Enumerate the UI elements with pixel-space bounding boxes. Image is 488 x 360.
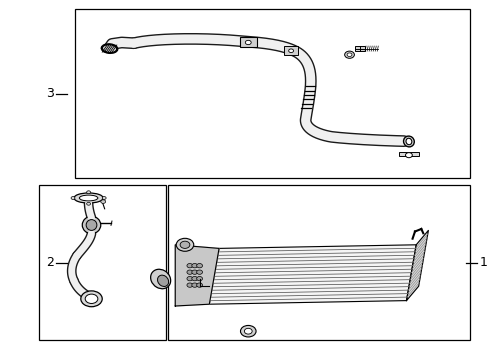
Ellipse shape — [79, 195, 98, 201]
Ellipse shape — [86, 220, 97, 230]
Circle shape — [186, 264, 192, 268]
Ellipse shape — [74, 193, 103, 203]
Bar — [398, 152, 418, 156]
Ellipse shape — [403, 136, 413, 147]
Ellipse shape — [150, 269, 170, 289]
Circle shape — [191, 270, 197, 274]
Circle shape — [176, 238, 193, 251]
Circle shape — [86, 202, 90, 205]
Circle shape — [405, 153, 411, 158]
Circle shape — [346, 53, 351, 57]
Circle shape — [186, 270, 192, 274]
Circle shape — [191, 283, 197, 287]
Ellipse shape — [157, 275, 168, 287]
Bar — [239, 37, 257, 47]
Circle shape — [196, 283, 202, 287]
Circle shape — [86, 191, 90, 194]
Text: 3: 3 — [45, 87, 54, 100]
Circle shape — [81, 291, 102, 307]
Circle shape — [196, 276, 202, 281]
Ellipse shape — [102, 45, 117, 53]
Circle shape — [71, 197, 75, 199]
Circle shape — [244, 328, 252, 334]
Circle shape — [191, 264, 197, 268]
Bar — [167, 185, 469, 340]
Circle shape — [191, 276, 197, 281]
Bar — [75, 9, 469, 178]
Polygon shape — [406, 230, 427, 301]
Circle shape — [186, 283, 192, 287]
Bar — [355, 46, 365, 51]
Circle shape — [186, 276, 192, 281]
Circle shape — [180, 241, 189, 248]
Circle shape — [344, 51, 354, 58]
Circle shape — [196, 270, 202, 274]
Text: 2: 2 — [45, 256, 54, 269]
Bar — [39, 185, 165, 340]
Polygon shape — [175, 245, 219, 306]
Ellipse shape — [405, 138, 411, 145]
Text: 1: 1 — [479, 256, 487, 269]
Circle shape — [85, 294, 98, 303]
Circle shape — [196, 264, 202, 268]
Circle shape — [240, 325, 256, 337]
Bar — [284, 46, 297, 55]
Ellipse shape — [82, 216, 101, 234]
Polygon shape — [209, 245, 415, 304]
Circle shape — [245, 40, 251, 45]
Circle shape — [101, 200, 105, 203]
Circle shape — [102, 197, 106, 199]
Circle shape — [288, 49, 293, 53]
